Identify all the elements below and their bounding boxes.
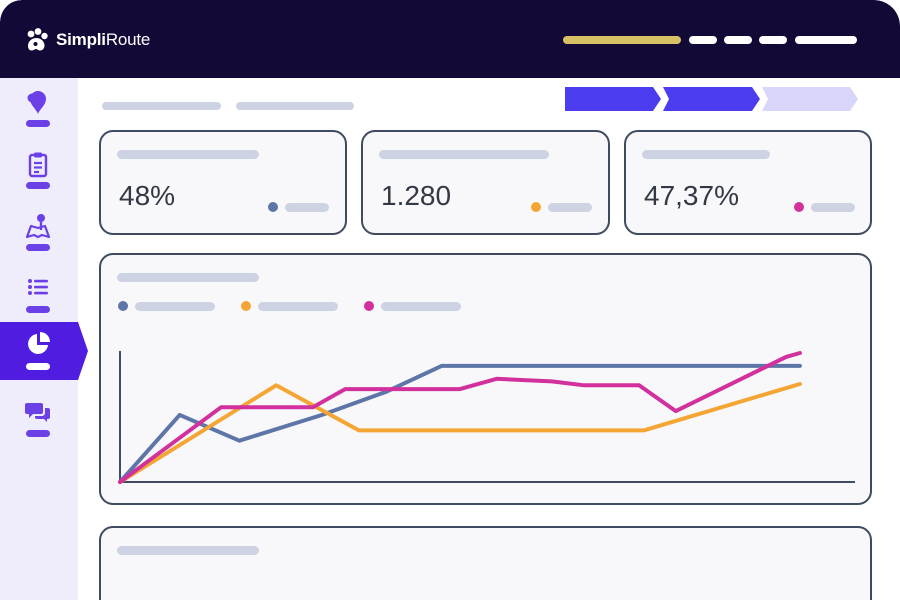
kpi-label-placeholder [379,150,549,159]
series-line-3 [118,351,802,484]
brand[interactable]: SimpliRoute [24,26,150,54]
kpi-legend-placeholder [285,203,329,212]
sidebar-item-orders[interactable] [0,144,78,202]
pie-chart-icon [28,332,50,354]
kpi-legend-placeholder [548,203,592,212]
sidebar-item-label-placeholder [26,244,50,251]
legend-label-placeholder [135,302,215,311]
legend-label-placeholder [381,302,461,311]
map-pin-icon [27,91,46,114]
nav-item-active[interactable] [563,36,681,44]
nav-item[interactable] [724,36,752,44]
legend-label-placeholder [258,302,338,311]
sidebar-item-map[interactable] [0,206,78,264]
sidebar-item-label-placeholder [26,306,50,313]
brand-name: SimpliRoute [56,30,150,50]
clipboard-icon [28,152,48,178]
nav-item[interactable] [759,36,787,44]
chat-icon [25,403,50,422]
sidebar-item-messages[interactable] [0,392,78,450]
chart-title-placeholder [117,273,259,282]
legend-dot [794,202,804,212]
legend-dot [118,301,128,311]
card-title-placeholder [117,546,259,555]
legend-dot [531,202,541,212]
legend-dot [241,301,251,311]
sidebar-item-label-placeholder [26,363,50,370]
kpi-card[interactable]: 48% [99,130,347,235]
stepper-step-2[interactable] [663,87,761,111]
brand-name-light: Route [105,30,151,49]
series-line-2 [118,382,802,484]
stepper-step-1[interactable] [565,87,662,111]
sidebar-item-label-placeholder [26,120,50,127]
top-bar: SimpliRoute [0,0,900,78]
kpi-value: 1.280 [381,180,452,211]
sidebar-item-analytics[interactable] [0,322,88,380]
sidebar [0,78,88,600]
kpi-value: 47,37% [644,180,739,211]
stepper-step-3[interactable] [762,87,859,111]
list-icon [28,279,48,295]
breadcrumb-placeholder [102,102,221,110]
sidebar-item-label-placeholder [26,430,50,437]
kpi-card[interactable]: 47,37% [624,130,872,235]
legend-dot [364,301,374,311]
kpi-label-placeholder [117,150,259,159]
sidebar-item-routes[interactable] [0,82,78,140]
legend-dot [268,202,278,212]
nav-item[interactable] [795,36,857,44]
series-line-1 [118,363,802,484]
active-indicator-arrow [78,322,88,380]
line-chart [118,351,855,484]
kpi-legend-placeholder [811,203,855,212]
sidebar-item-list[interactable] [0,268,78,326]
kpi-value: 48% [119,180,176,211]
paw-logo-icon [27,28,48,51]
kpi-label-placeholder [642,150,770,159]
kpi-card[interactable]: 1.280 [361,130,610,235]
bottom-card [99,526,872,600]
map-person-icon [25,214,51,239]
chart-card [99,253,872,505]
brand-name-bold: Simpli [56,30,106,49]
breadcrumb-placeholder [236,102,354,110]
sidebar-item-label-placeholder [26,182,50,189]
nav-item[interactable] [689,36,717,44]
